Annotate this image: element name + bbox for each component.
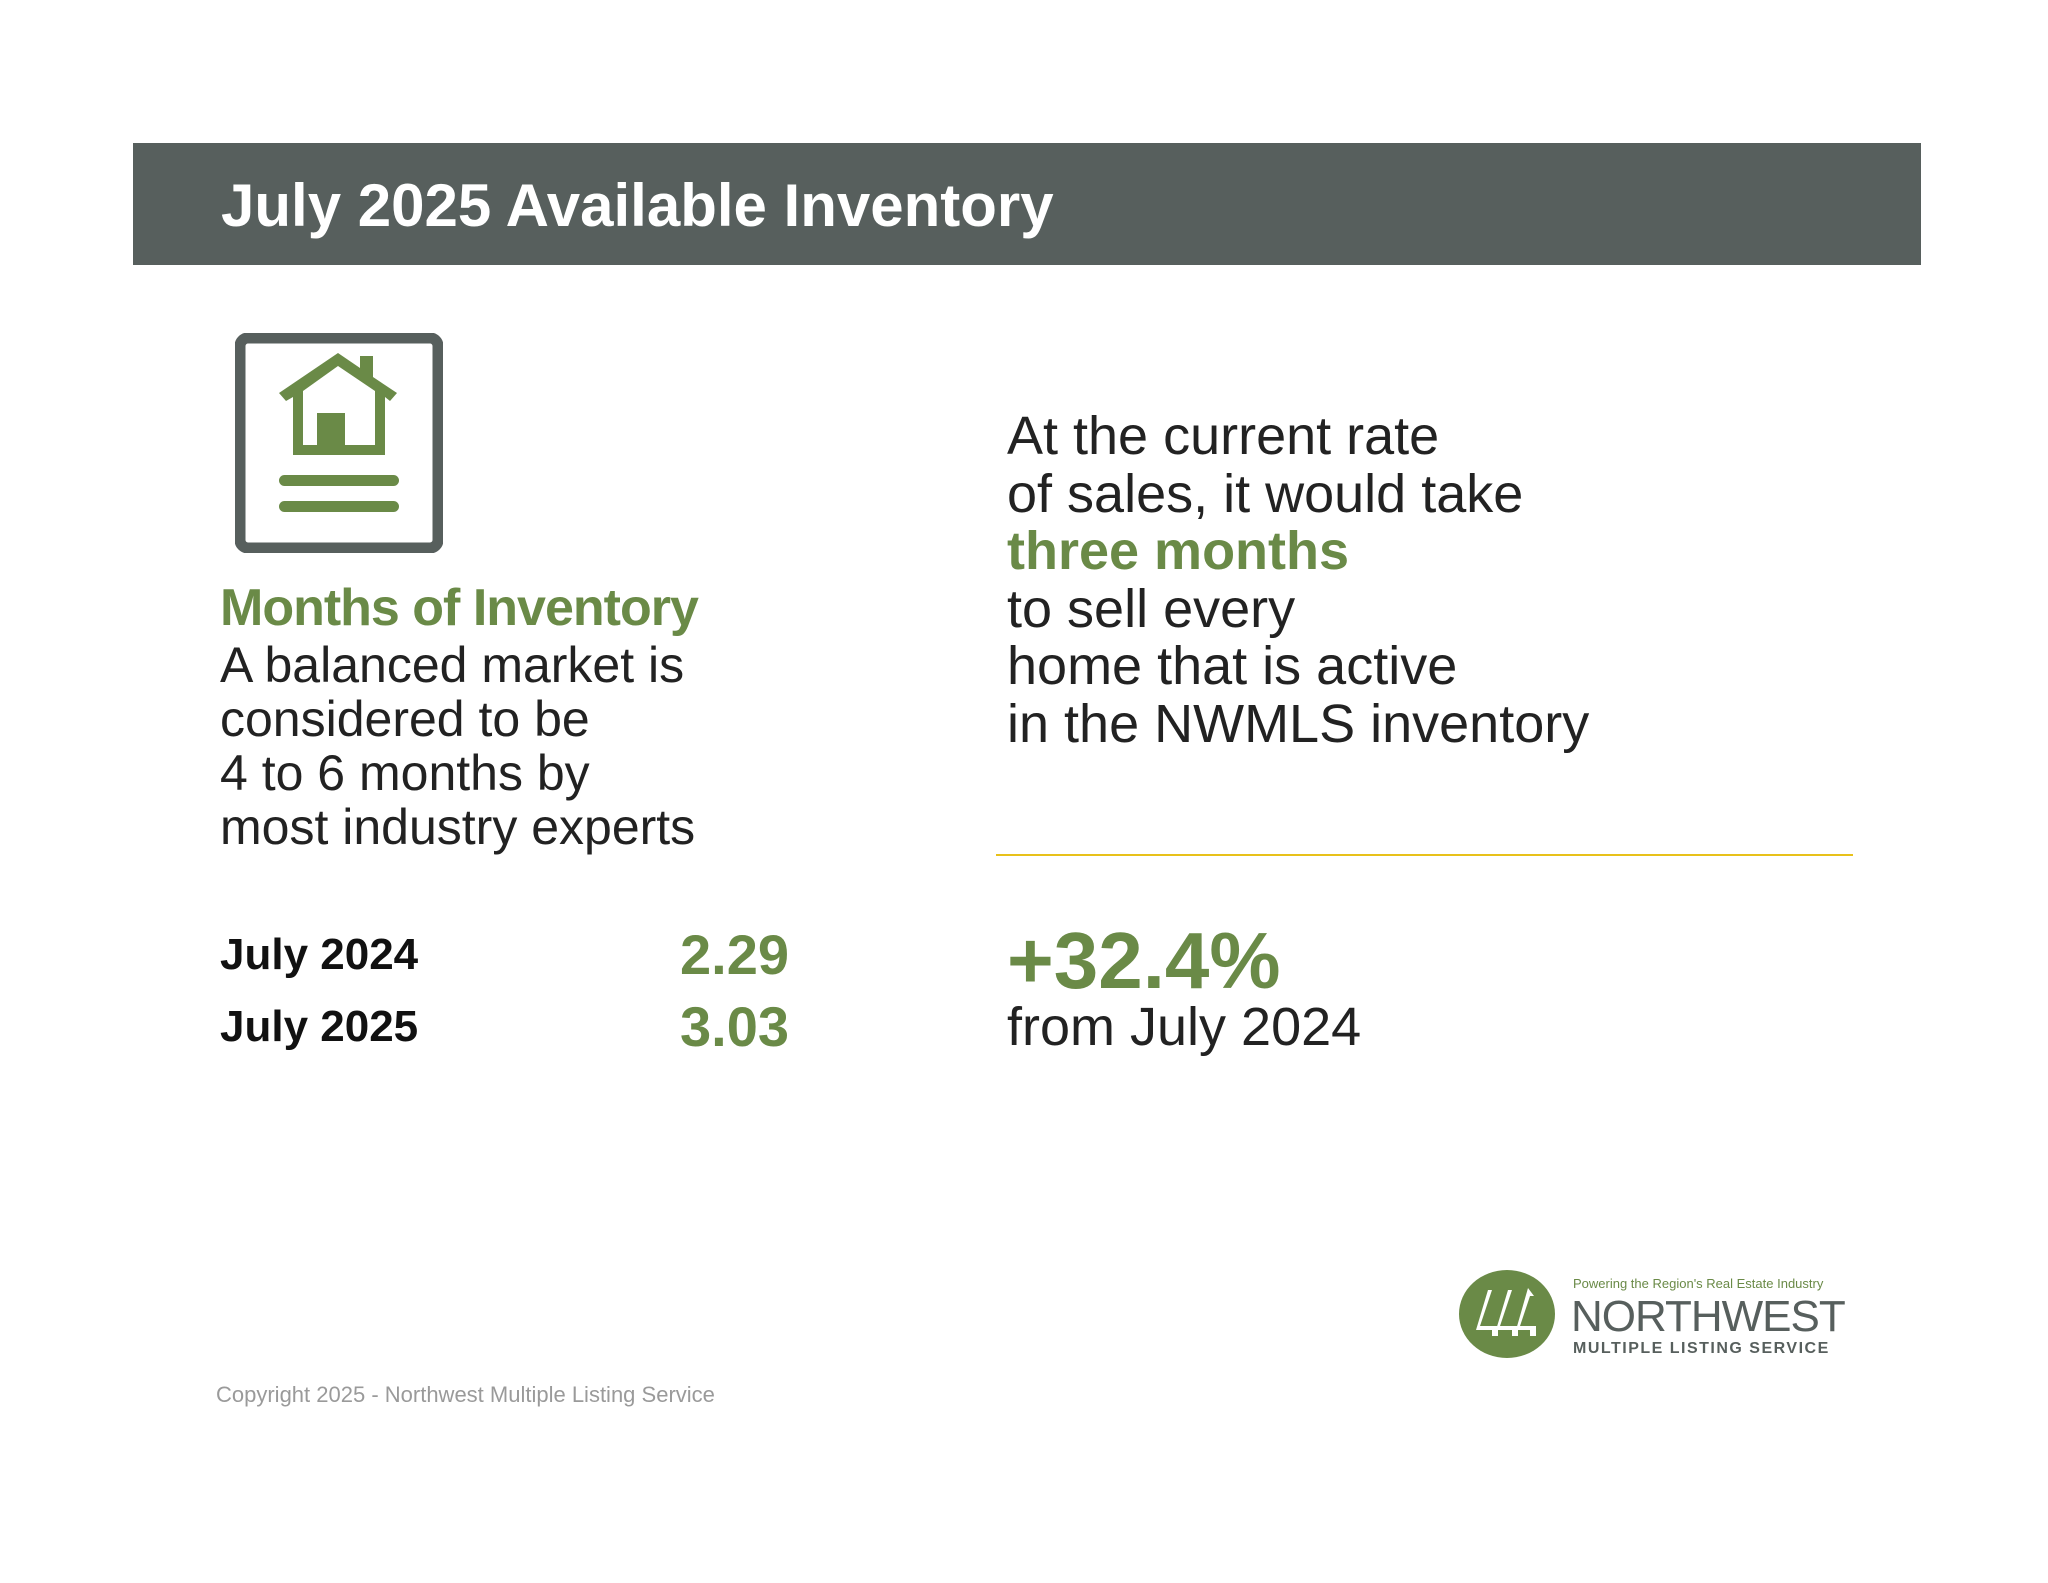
row-label-2024: July 2024 — [220, 930, 419, 979]
change-caption: from July 2024 — [1007, 997, 1362, 1057]
copyright: Copyright 2025 - Northwest Multiple List… — [216, 1382, 715, 1407]
summary-line: home that is active — [1007, 636, 1458, 696]
divider — [996, 854, 1853, 856]
description-line: considered to be — [220, 691, 590, 747]
row-label-2025: July 2025 — [220, 1002, 419, 1051]
logo-subname: MULTIPLE LISTING SERVICE — [1573, 1340, 1830, 1357]
logo-tagline: Powering the Region's Real Estate Indust… — [1573, 1276, 1824, 1291]
summary-highlight: three months — [1007, 521, 1350, 581]
summary-line: of sales, it would take — [1007, 463, 1524, 524]
row-value-2025: 3.03 — [680, 995, 789, 1058]
summary-line: At the current rate — [1007, 406, 1440, 466]
tree-logo-icon — [1459, 1270, 1555, 1358]
summary-line: in the NWMLS inventory — [1007, 693, 1590, 754]
summary-line: to sell every — [1007, 578, 1296, 639]
summary-text: At the current rate of sales, it would t… — [1007, 406, 1590, 754]
header-bar: July 2025 Available Inventory — [133, 143, 1921, 265]
nwmls-logo: Powering the Region's Real Estate Indust… — [1458, 1266, 1858, 1366]
change-percent: +32.4% — [1007, 916, 1281, 1005]
description-line: A balanced market is — [220, 637, 685, 693]
section-heading: Months of Inventory — [220, 579, 699, 637]
row-value-2024: 2.29 — [680, 923, 789, 986]
logo-name: NORTHWEST — [1571, 1292, 1846, 1341]
house-document-icon — [235, 333, 443, 553]
page-title: July 2025 Available Inventory — [221, 172, 1054, 239]
description-line: 4 to 6 months by — [220, 745, 590, 801]
description-line: most industry experts — [220, 799, 696, 855]
section-description: A balanced market is considered to be 4 … — [220, 638, 695, 854]
